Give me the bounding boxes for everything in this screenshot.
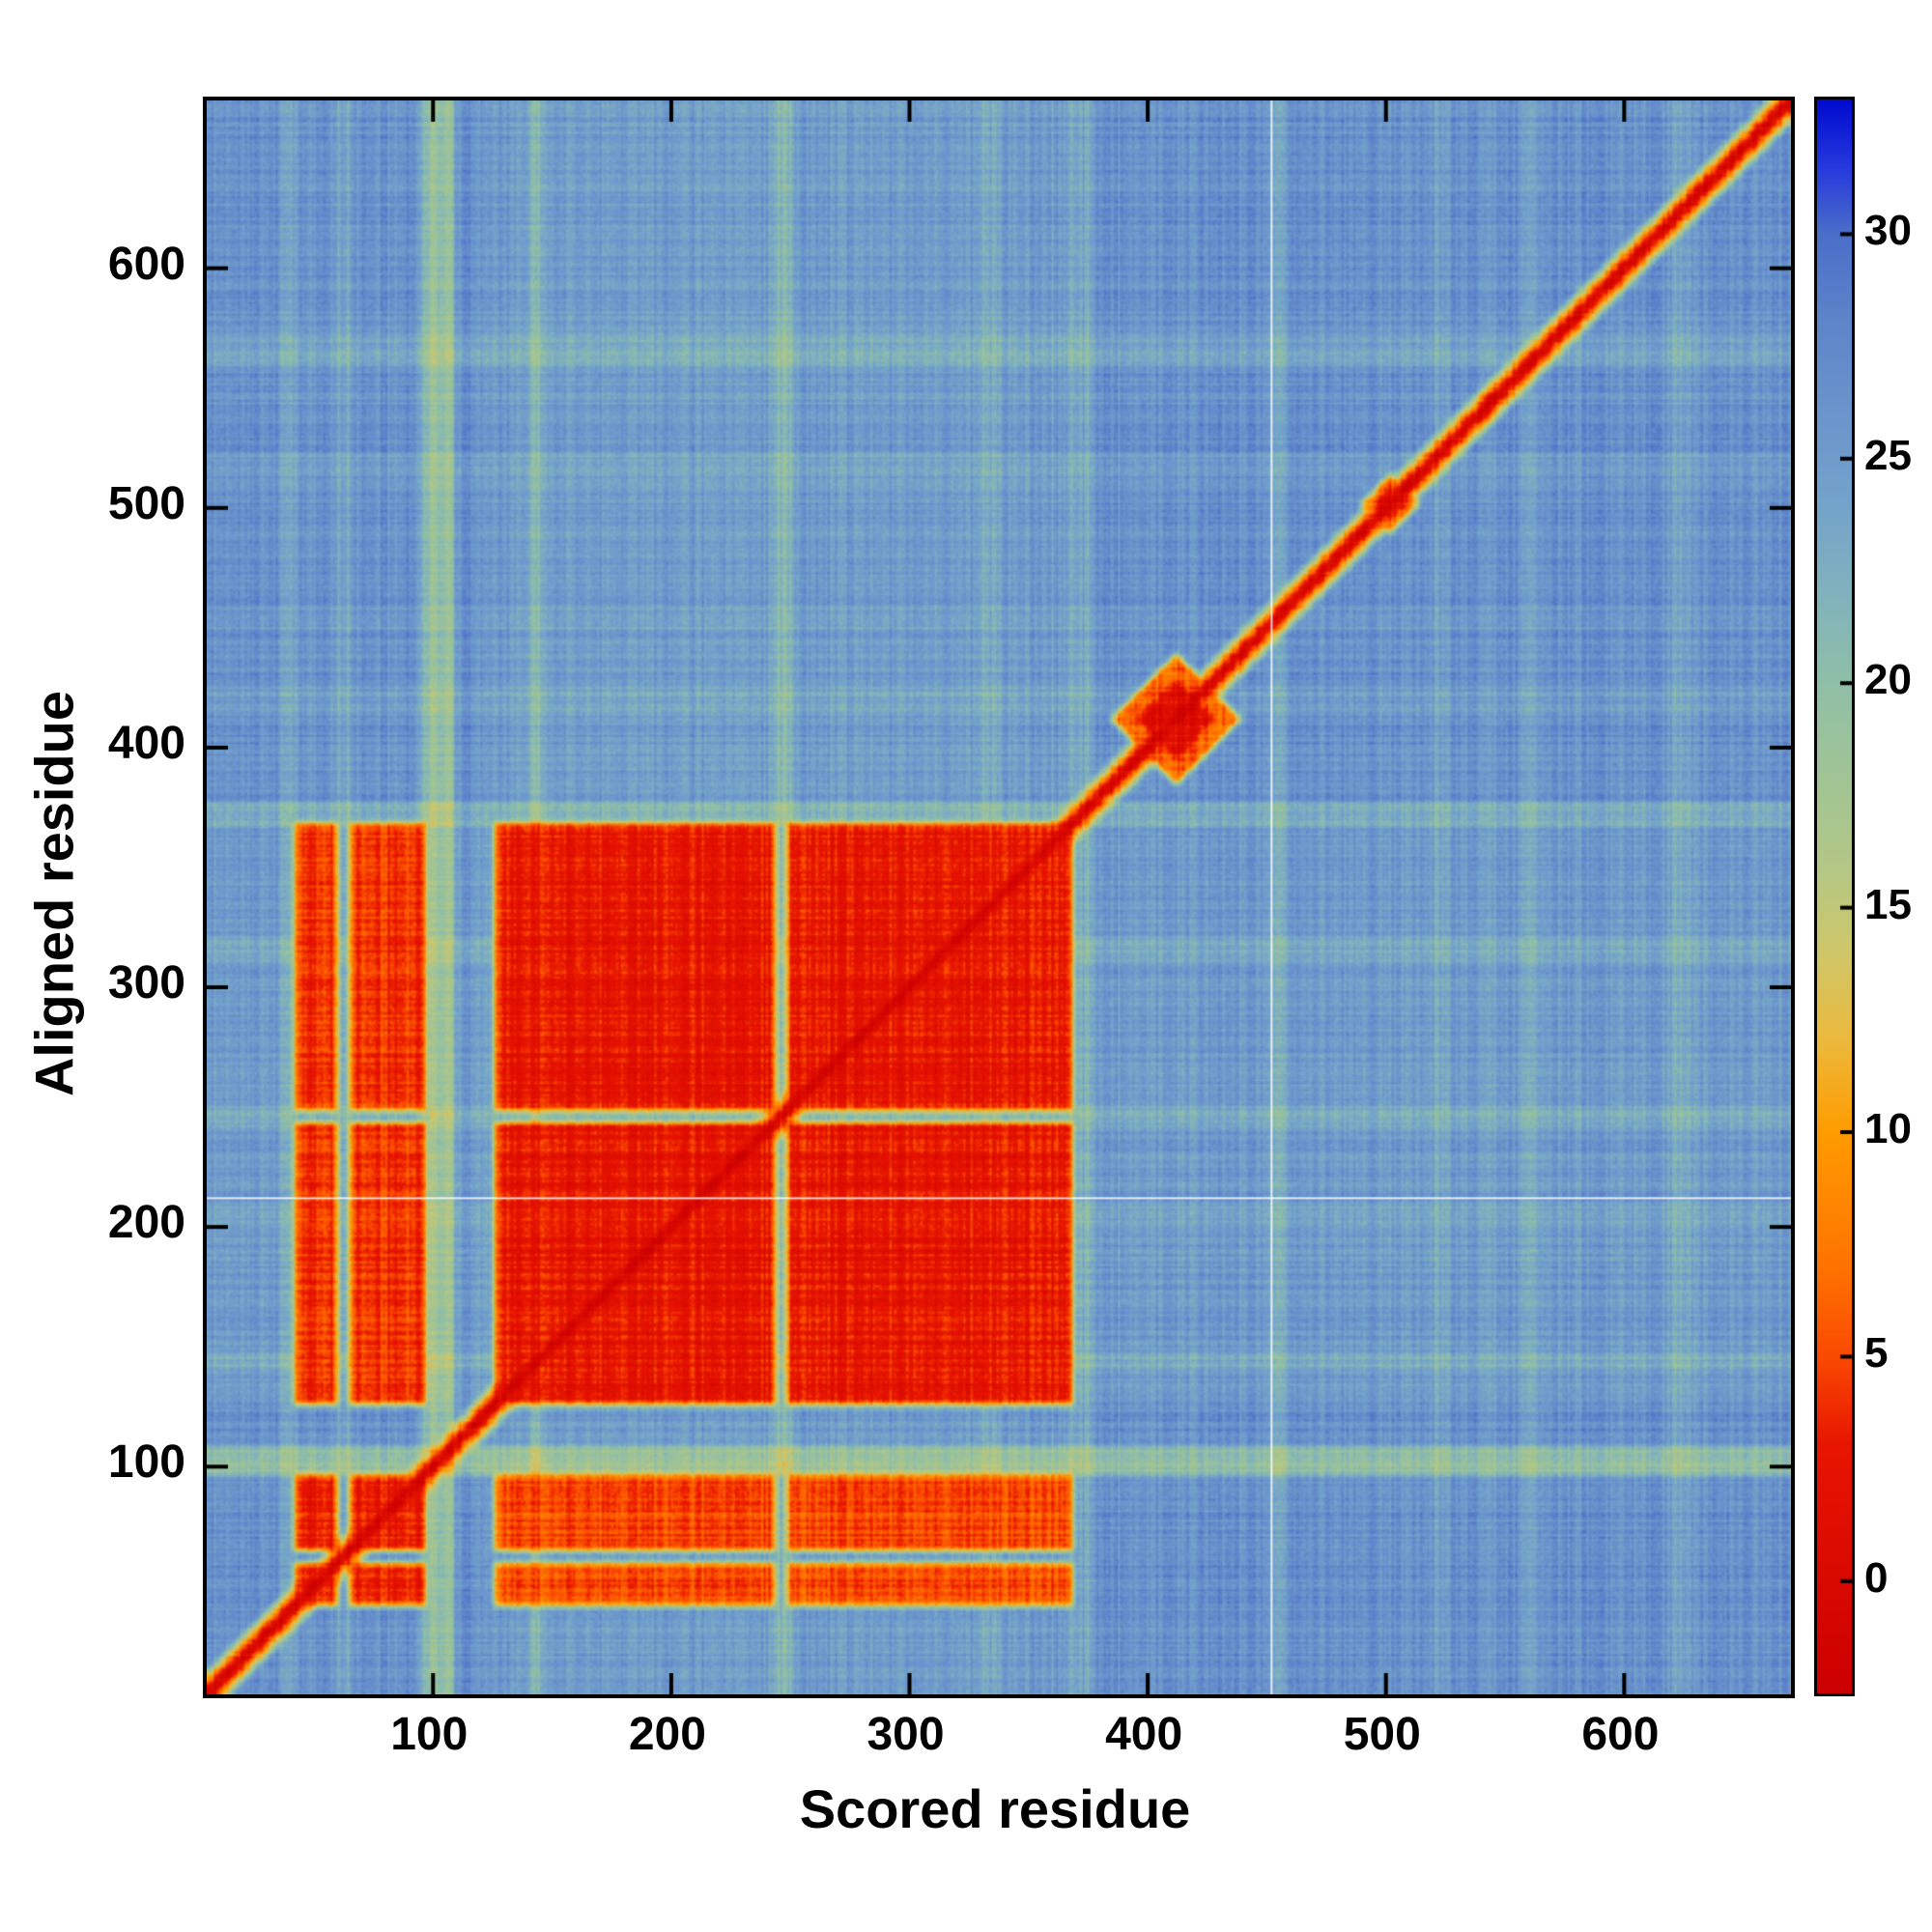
x-tick-label: 200	[628, 1709, 706, 1760]
y-tick-label: 400	[107, 717, 185, 769]
x-axis-title-text: Scored residue	[799, 1778, 1191, 1839]
colorbar-tick-label: 10	[1864, 1105, 1912, 1152]
x-tick-label: 500	[1343, 1709, 1421, 1760]
x-tick-label: 400	[1105, 1709, 1183, 1760]
y-tick-label: 500	[107, 477, 185, 529]
colorbar-tick-label: 30	[1864, 207, 1912, 255]
x-tick-label: 600	[1581, 1709, 1660, 1760]
x-tick-label: 300	[867, 1709, 945, 1760]
y-tick-label: 200	[107, 1197, 185, 1249]
colorbar-tick-label: 5	[1864, 1329, 1889, 1378]
x-tick-label: 100	[390, 1709, 469, 1760]
colorbar-canvas	[1814, 97, 1855, 1696]
heatmap-canvas	[203, 97, 1795, 1698]
colorbar-tick-label: 0	[1864, 1553, 1889, 1602]
colorbar-tick-label: 25	[1864, 431, 1912, 479]
y-tick-label: 300	[107, 957, 185, 1009]
y-tick-label: 600	[107, 238, 185, 290]
colorbar-tick-label: 20	[1864, 656, 1912, 704]
colorbar-tick-label: 15	[1864, 880, 1912, 928]
y-tick-label: 100	[107, 1436, 185, 1489]
x-axis-title: Scored residue	[800, 1777, 1191, 1840]
